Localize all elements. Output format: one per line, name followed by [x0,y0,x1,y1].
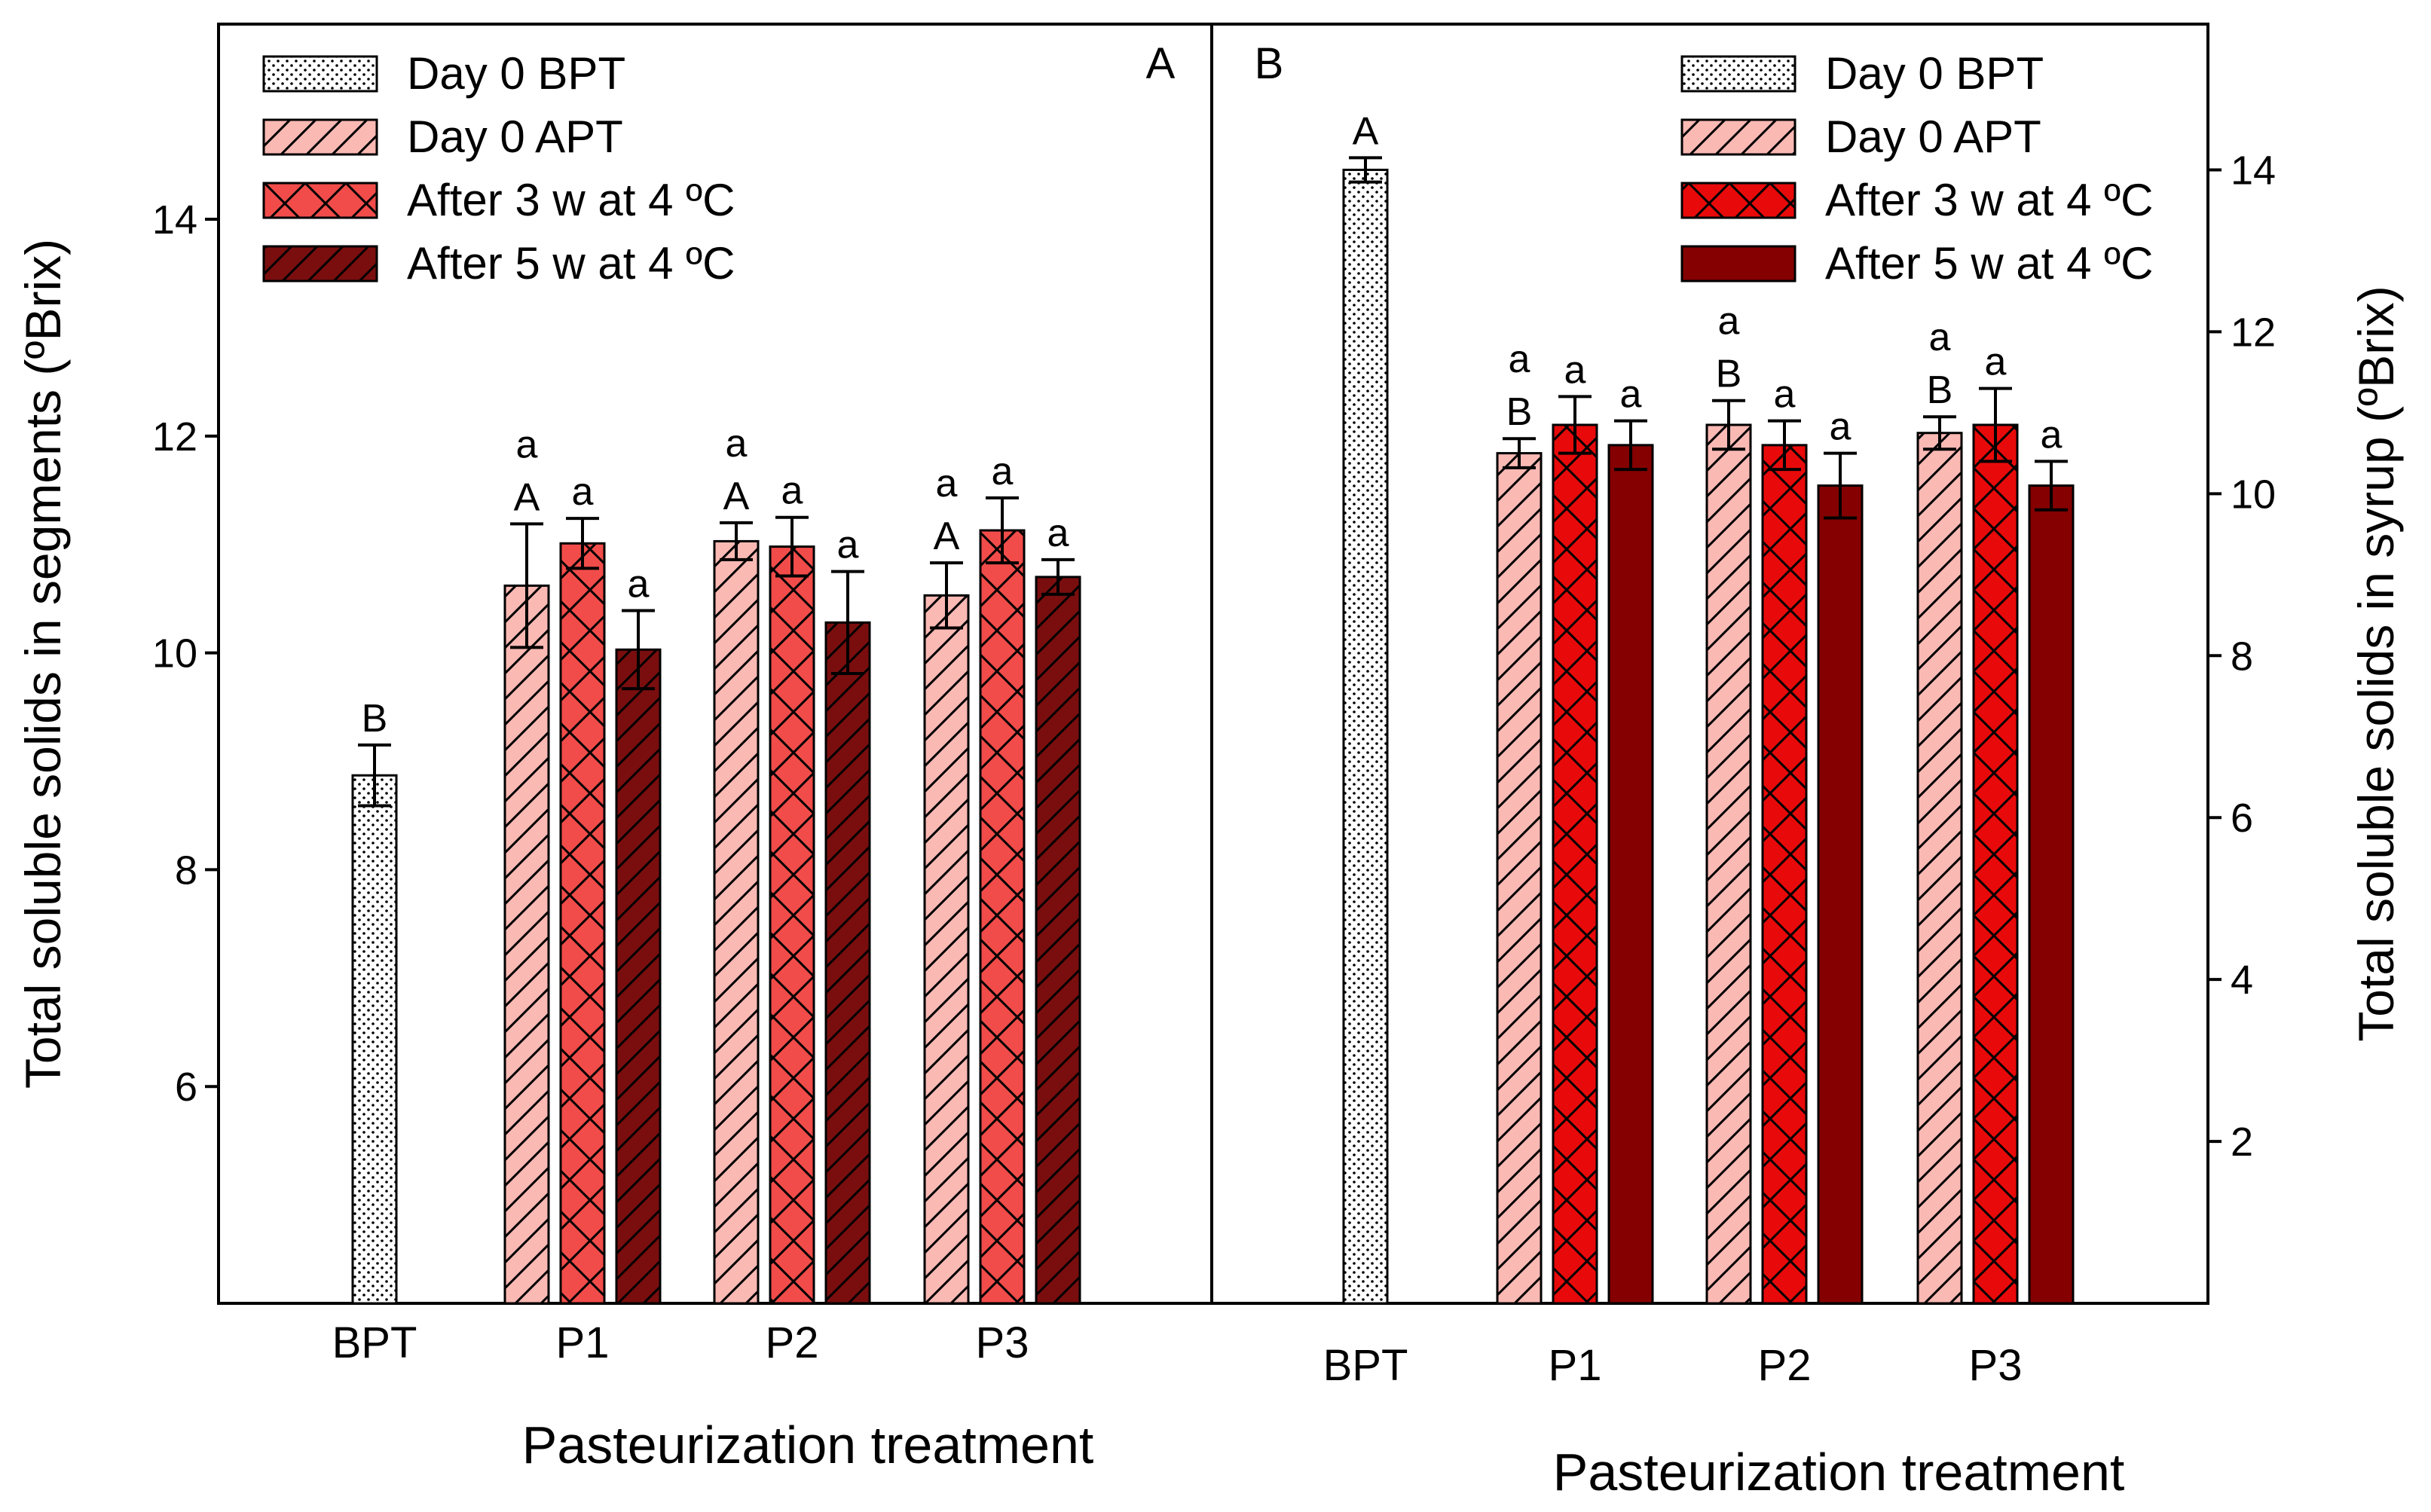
bar [979,529,1026,1305]
y-tick-label: 10 [152,631,197,677]
significance-letter: a [572,470,594,514]
significance-letter: a [1830,405,1852,449]
significance-letter: a [1718,300,1740,344]
y-tick-label: 6 [2231,796,2253,841]
x-tick-label: P1 [556,1318,610,1367]
bar [713,539,760,1305]
significance-letter: a [1985,341,2007,384]
bar [1035,576,1081,1305]
legend-swatch [1680,118,1796,156]
bar [1705,423,1752,1305]
bar [1817,484,1864,1305]
significance-letter: B [1716,353,1742,396]
significance-letter: a [628,562,650,606]
legend-swatch [262,245,378,283]
significance-letter: A [723,475,750,518]
significance-letter: A [934,515,960,558]
y-tick-label: 2 [2231,1119,2253,1165]
y-tick-label: 8 [175,848,197,893]
bar [2028,484,2075,1305]
y-tick-label: 12 [152,414,197,460]
significance-letter: a [1620,373,1642,417]
bar [1761,444,1808,1305]
significance-letter: a [2041,413,2063,457]
y-axis-label: Total soluble solids in segments (ºBrix) [15,239,71,1089]
bar [1607,444,1654,1305]
x-tick-label: P2 [1758,1341,1812,1390]
legend-swatch [262,55,378,93]
legend-swatch [1680,182,1796,219]
y-axis-label: Total soluble solids in syrup (ºBrix) [2348,286,2404,1041]
significance-letter: a [726,422,748,466]
legend-label: Day 0 APT [1825,111,2041,162]
legend-label: After 5 w at 4 ºC [407,238,735,289]
x-tick-label: P2 [766,1318,819,1367]
panel-b: 2 4 6 8 10 12 14 Total soluble solids in syrup … [1210,23,2404,1501]
significance-letter: a [1509,338,1530,381]
legend-label: Day 0 BPT [407,48,625,99]
significance-letter: a [992,450,1014,493]
significance-letter: B [362,697,388,741]
bar [1496,452,1543,1305]
significance-letter: A [1353,109,1379,153]
significance-letter: a [936,462,958,506]
y-tick-label: 8 [2231,634,2253,679]
bar [503,584,550,1305]
significance-letter: a [516,423,538,466]
significance-letter: a [1929,316,1951,359]
bar [824,621,871,1305]
significance-letter: A [514,475,540,519]
legend-swatch [262,118,378,156]
significance-letter: a [1564,348,1586,392]
y-tick-label: 14 [152,197,197,243]
significance-letter: a [1774,373,1796,417]
significance-letter: a [781,469,803,513]
x-tick-label: P1 [1549,1341,1602,1390]
significance-letter: a [837,524,859,567]
bar [615,648,662,1305]
legend-label: Day 0 APT [407,111,623,162]
legend-swatch [262,182,378,219]
bar [923,594,970,1305]
legend-swatch [1680,245,1796,283]
y-tick-label: 6 [175,1065,197,1110]
legend-label: After 5 w at 4 ºC [1825,238,2153,289]
legend-label: After 3 w at 4 ºC [407,175,735,225]
x-tick-label: P3 [1969,1341,2023,1390]
panel-a: 6 8 10 12 14 Total soluble solids in segments… [15,23,1213,1474]
legend-label: Day 0 BPT [1825,48,2044,99]
y-tick-label: 10 [2231,472,2276,517]
bar [1552,423,1598,1305]
significance-letter: B [1927,368,1953,412]
x-axis-label: Pasteurization treatment [1553,1443,2125,1501]
x-tick-label: BPT [1323,1341,1408,1390]
bar [1916,432,1963,1305]
significance-letter: a [1047,512,1069,555]
legend-swatch [1680,55,1796,93]
x-axis-label: Pasteurization treatment [522,1416,1094,1474]
x-tick-label: P3 [976,1318,1029,1367]
significance-letter: B [1506,390,1533,434]
x-tick-label: BPT [332,1318,417,1367]
y-tick-label: 4 [2231,958,2253,1003]
bar [559,542,606,1305]
bar [1972,423,2019,1305]
legend-label: After 3 w at 4 ºC [1825,175,2153,225]
panel-letter: B [1255,39,1284,88]
bar [1342,168,1389,1305]
y-tick-label: 12 [2231,310,2276,355]
bar [351,774,398,1305]
panel-letter: A [1146,39,1176,88]
y-tick-label: 14 [2231,148,2276,193]
bar [769,545,815,1305]
